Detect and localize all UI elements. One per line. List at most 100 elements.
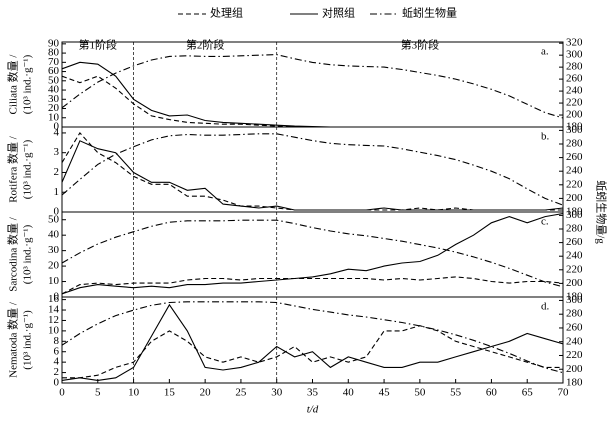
y-tick-label: 20 — [48, 260, 60, 272]
data-line — [61, 212, 564, 295]
data-line — [61, 303, 564, 381]
y-tick-label: 3 — [54, 146, 60, 158]
y2-tick-label: 220 — [566, 178, 583, 190]
y2-tick-label: 240 — [566, 165, 583, 177]
y-tick-label: 2 — [54, 366, 60, 378]
x-tick-label: 45 — [379, 387, 391, 399]
y-tick-label: 10 — [48, 324, 60, 336]
y-tick-label: 8 — [54, 335, 60, 347]
x-tick-label: 30 — [271, 387, 283, 399]
y-tick-label: 60 — [48, 65, 60, 77]
data-line — [61, 276, 564, 295]
legend-label: 处理组 — [210, 6, 243, 20]
y-tick-label: 20 — [48, 102, 60, 114]
y2-tick-label: 260 — [566, 321, 583, 333]
y2-tick-label: 180 — [566, 291, 583, 303]
y-axis-label: Nematoda 数量 / — [7, 301, 20, 378]
panel-label: b. — [541, 131, 550, 143]
y-tick-label: 14 — [48, 304, 60, 316]
y-tick-label: 12 — [48, 314, 59, 326]
x-tick-label: 60 — [486, 387, 498, 399]
x-tick-label: 25 — [235, 387, 247, 399]
stage-label: 第1阶段 — [79, 38, 118, 52]
y2-tick-label: 180 — [566, 377, 583, 389]
data-line — [62, 325, 563, 379]
y2-tick-label: 200 — [566, 277, 583, 289]
x-tick-label: 70 — [558, 387, 570, 399]
stage-label: 第2阶段 — [186, 38, 225, 52]
x-tick-label: 50 — [414, 387, 426, 399]
x-tick-label: 65 — [522, 387, 534, 399]
y-tick-label: 0 — [54, 377, 60, 389]
y2-tick-label: 240 — [566, 250, 583, 262]
y2-tick-label: 280 — [566, 61, 583, 73]
stage-label: 第3阶段 — [401, 38, 440, 52]
y-tick-label: 4 — [54, 126, 60, 138]
y2-tick-label: 280 — [566, 223, 583, 235]
y-tick-label: 80 — [48, 47, 60, 59]
panel-label: d. — [541, 301, 550, 313]
data-line — [61, 301, 564, 374]
y-tick-label: 2 — [54, 166, 60, 178]
x-tick-label: 15 — [164, 387, 176, 399]
y2-tick-label: 220 — [566, 97, 583, 109]
y-axis-label: (10³ ind.·g⁻¹) — [22, 310, 34, 370]
panel-label: c. — [541, 216, 549, 228]
x-tick-label: 35 — [307, 387, 319, 399]
y2-tick-label: 260 — [566, 73, 583, 85]
y2-tick-label: 220 — [566, 263, 583, 275]
legend-label: 对照组 — [322, 6, 355, 20]
y-tick-label: 70 — [48, 56, 60, 68]
y-tick-label: 10 — [48, 275, 60, 287]
y-axis-label: Ciliata 数量 / — [7, 54, 20, 115]
y-tick-label: 50 — [48, 74, 60, 86]
y2-tick-label: 200 — [566, 109, 583, 121]
y-tick-label: 40 — [48, 229, 60, 241]
y-tick-label: 40 — [48, 84, 60, 96]
y2-tick-label: 280 — [566, 138, 583, 150]
y-tick-label: 6 — [54, 345, 60, 357]
y-tick-label: 4 — [54, 356, 60, 368]
y-tick-label: 0 — [54, 291, 60, 303]
y2-tick-label: 200 — [566, 363, 583, 375]
x-axis-label: t/d — [307, 404, 319, 416]
y-axis-label: (10³ ind.·g⁻¹) — [22, 54, 34, 114]
y2-axis-label: 蚯蚓生物量/g — [594, 180, 608, 244]
panel-label: a. — [541, 46, 549, 58]
y-tick-label: 50 — [48, 213, 60, 225]
y-tick-label: 16 — [48, 293, 60, 305]
data-line — [61, 133, 564, 206]
y2-tick-label: 260 — [566, 236, 583, 248]
x-tick-label: 20 — [200, 387, 212, 399]
y-axis-label: (10³ ind.·g⁻¹) — [22, 139, 34, 199]
x-tick-label: 5 — [95, 387, 101, 399]
y-tick-label: 0 — [54, 121, 60, 133]
y2-tick-label: 200 — [566, 192, 583, 204]
y-tick-label: 90 — [48, 37, 60, 49]
y-tick-label: 10 — [48, 111, 60, 123]
data-line — [61, 140, 564, 211]
x-tick-label: 10 — [128, 387, 140, 399]
y2-tick-label: 180 — [566, 121, 583, 133]
y-axis-label: Sarcodina 数量 / — [7, 216, 20, 291]
y2-tick-label: 300 — [566, 49, 583, 61]
data-line — [61, 54, 564, 119]
legend-label: 蚯蚓生物量 — [402, 6, 457, 20]
x-tick-label: 0 — [59, 387, 65, 399]
y-tick-label: 30 — [48, 244, 60, 256]
y2-tick-label: 240 — [566, 335, 583, 347]
y2-tick-label: 320 — [566, 37, 583, 49]
y2-tick-label: 300 — [566, 124, 583, 136]
y2-tick-label: 300 — [566, 209, 583, 221]
y2-tick-label: 220 — [566, 349, 583, 361]
y2-tick-label: 240 — [566, 85, 583, 97]
y2-tick-label: 180 — [566, 206, 583, 218]
x-tick-label: 40 — [343, 387, 355, 399]
y-axis-label: Rotifera 数量 / — [7, 135, 20, 203]
y2-tick-label: 280 — [566, 308, 583, 320]
y-axis-label: (10³ ind.·g⁻¹) — [22, 224, 34, 284]
y2-tick-label: 260 — [566, 151, 583, 163]
data-line — [61, 219, 564, 288]
y-tick-label: 1 — [54, 186, 60, 198]
